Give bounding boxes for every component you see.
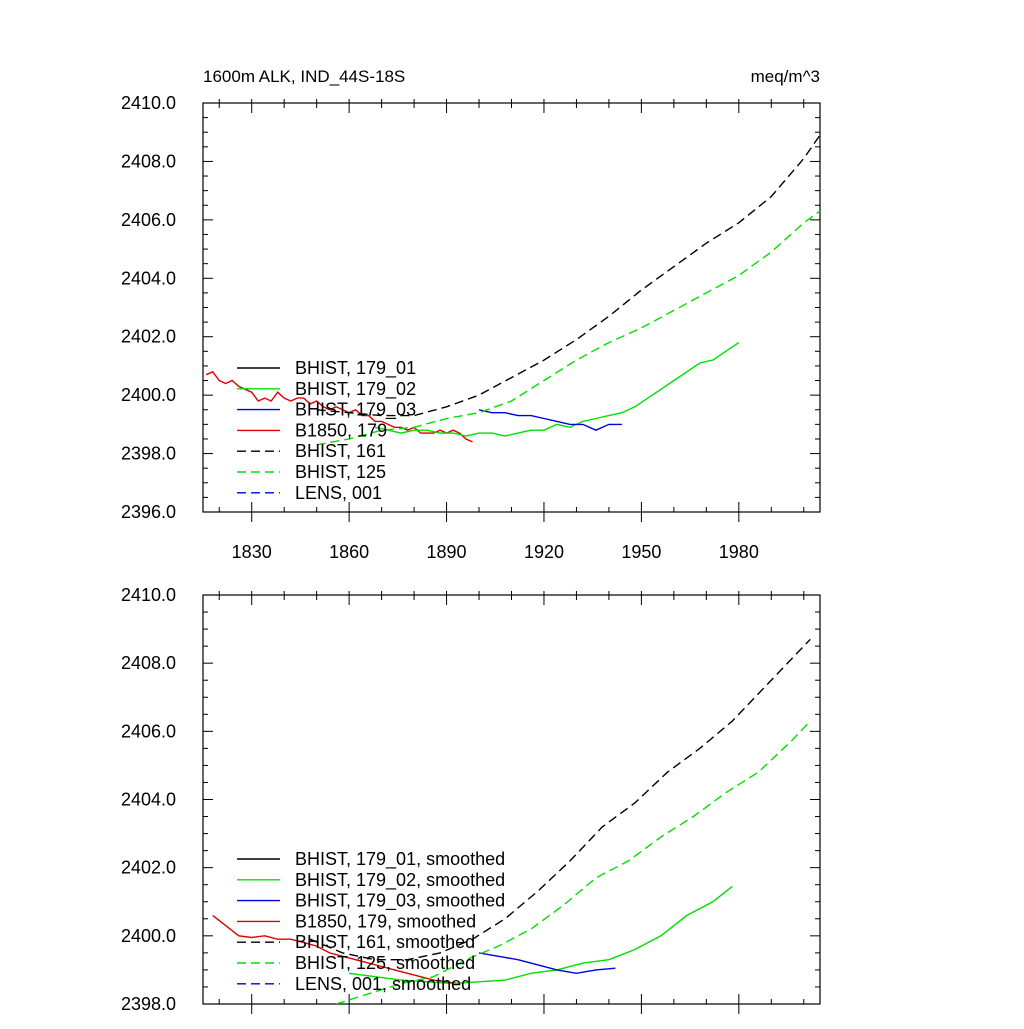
legend-label: BHIST, 179_02, smoothed (295, 870, 505, 891)
y-tick-label: 2404.0 (121, 268, 176, 288)
series-line (478, 952, 616, 975)
y-tick-label: 2404.0 (121, 790, 176, 810)
y-tick-label: 2408.0 (121, 653, 176, 673)
chart-title: 1600m ALK, IND_44S-18S (203, 67, 405, 86)
y-tick-label: 2408.0 (121, 151, 176, 171)
series-line (316, 210, 820, 446)
x-tick-label: 1980 (719, 542, 759, 562)
y-tick-label: 2396.0 (121, 502, 176, 522)
y-tick-label: 2400.0 (121, 385, 176, 405)
legend-label: B1850, 179 (295, 420, 387, 440)
legend-label: BHIST, 125, smoothed (295, 953, 475, 973)
legend-label: BHIST, 179_03, smoothed (295, 891, 505, 912)
legend-label: BHIST, 179_02 (295, 379, 416, 400)
legend-label: BHIST, 179_03 (295, 400, 416, 421)
x-tick-label: 1860 (329, 542, 369, 562)
top-chart-panel: 1600m ALK, IND_44S-18S meq/m^3 2396.0 239… (121, 67, 821, 562)
legend-label: BHIST, 179_01 (295, 358, 416, 379)
series-group (212, 638, 811, 1004)
x-tick-label: 1920 (524, 542, 564, 562)
series-line (349, 885, 733, 985)
series-line (478, 409, 622, 431)
y-tick-label: 2398.0 (121, 994, 176, 1014)
y-tick-label: 2406.0 (121, 721, 176, 741)
series-line (205, 370, 473, 443)
y-tick-label: 2400.0 (121, 926, 176, 946)
series-group (205, 134, 820, 446)
legend-label: B1850, 179, smoothed (295, 911, 476, 931)
series-line (309, 638, 811, 961)
y-tick-label: 2410.0 (121, 93, 176, 113)
y-tick-label: 2402.0 (121, 327, 176, 347)
legend-label: BHIST, 161, smoothed (295, 932, 475, 952)
series-line (212, 914, 460, 985)
y-tick-label: 2406.0 (121, 210, 176, 230)
y-tick-label: 2410.0 (121, 585, 176, 605)
x-tick-label: 1890 (427, 542, 467, 562)
legend-label: LENS, 001 (295, 483, 382, 503)
series-line (335, 720, 811, 1004)
y-tick-label: 2402.0 (121, 858, 176, 878)
legend-label: BHIST, 179_01, smoothed (295, 849, 505, 870)
x-tick-label: 1950 (621, 542, 661, 562)
legend-label: BHIST, 125 (295, 462, 386, 482)
legend-label: BHIST, 161 (295, 441, 386, 461)
series-line (316, 134, 820, 417)
y-tick-label: 2398.0 (121, 444, 176, 464)
legend-label: LENS, 001, smoothed (295, 974, 471, 994)
bottom-chart-panel: 2398.0 2400.0 2402.0 2404.0 2406.0 2408.0 2410… (121, 585, 821, 1014)
x-tick-label: 1830 (232, 542, 272, 562)
series-line (374, 342, 740, 437)
chart-units: meq/m^3 (751, 67, 820, 86)
